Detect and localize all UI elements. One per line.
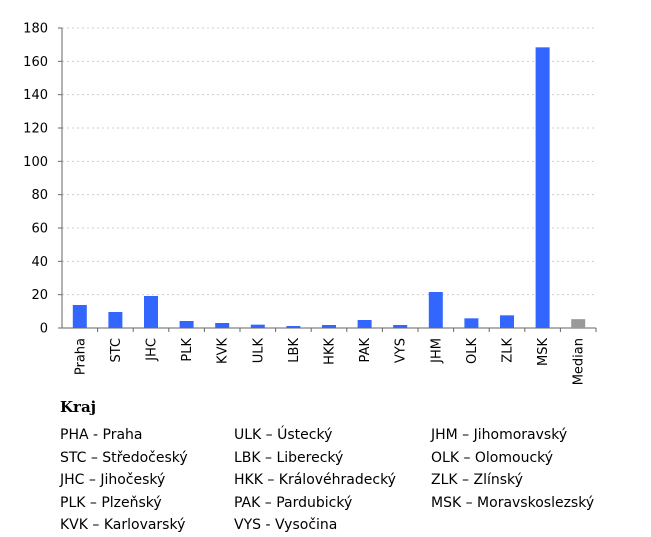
x-tick-label: PAK xyxy=(358,338,373,363)
bar xyxy=(250,324,265,328)
legend-item: MSK – Moravskoslezský xyxy=(431,494,595,511)
bar xyxy=(535,47,550,328)
x-tick-label: OLK xyxy=(465,338,480,364)
legend-column-3: JHM – Jihomoravský OLK – Olomoucký ZLK –… xyxy=(431,424,594,514)
x-tick-label: LBK xyxy=(287,338,302,363)
bar xyxy=(464,318,479,328)
x-tick-label: KVK xyxy=(216,338,231,364)
x-tick-label: HKK xyxy=(323,338,338,365)
legend-title: Kraj xyxy=(60,398,97,416)
bar xyxy=(215,323,230,328)
y-tick-label: 100 xyxy=(23,155,48,170)
bar xyxy=(500,315,514,328)
bar xyxy=(322,325,336,328)
x-tick-label: MSK xyxy=(536,338,551,366)
legend-item: VYS - Vysočina xyxy=(234,517,338,533)
y-tick-label: 120 xyxy=(23,122,48,137)
y-tick-label: 180 xyxy=(23,22,48,37)
legend-item: ZLK – Zlínský xyxy=(431,472,523,488)
x-tick-label: JHC xyxy=(145,338,160,362)
legend-item: JHM – Jihomoravský xyxy=(431,427,568,443)
bar xyxy=(357,320,372,328)
legend-column-1: PHA - Praha STC – Středočeský JHC – Jiho… xyxy=(60,424,188,537)
x-tick-label: Median xyxy=(572,338,587,385)
legend-item: KVK – Karlovarský xyxy=(60,517,186,533)
legend-item: LBK – Liberecký xyxy=(234,449,344,466)
x-tick-label: JHM xyxy=(429,338,444,364)
median-bar xyxy=(571,319,586,328)
bar xyxy=(72,305,87,328)
bar xyxy=(144,296,158,328)
y-tick-label: 60 xyxy=(31,222,48,237)
legend-item: ULK – Ústecký xyxy=(234,427,333,443)
x-tick-label: STC xyxy=(109,338,124,363)
legend-item: PAK – Pardubický xyxy=(234,494,353,511)
legend-item: PHA - Praha xyxy=(60,427,143,443)
bar xyxy=(179,321,194,328)
bar xyxy=(428,292,443,328)
legend-item: JHC – Jihočeský xyxy=(60,472,166,488)
legend-item: HKK – Královéhradecký xyxy=(234,472,396,488)
x-tick-label: VYS xyxy=(394,338,409,363)
y-tick-label: 20 xyxy=(31,288,48,303)
bar xyxy=(286,326,301,328)
x-tick-label: ZLK xyxy=(501,338,516,363)
legend-item: OLK – Olomoucký xyxy=(431,449,554,466)
bar xyxy=(108,312,123,328)
legend-column-2: ULK – Ústecký LBK – Liberecký HKK – Král… xyxy=(234,424,396,537)
bar xyxy=(393,325,408,328)
y-tick-label: 0 xyxy=(40,322,48,337)
legend-item: STC – Středočeský xyxy=(60,449,188,466)
y-tick-label: 160 xyxy=(23,55,48,70)
bar-chart: 0 20 40 60 80 100 120 140 160 180 Praha STC JHC PLK KV… xyxy=(23,22,597,385)
x-tick-label: ULK xyxy=(251,338,266,364)
y-tick-label: 80 xyxy=(31,188,48,203)
y-tick-label: 40 xyxy=(31,255,48,270)
x-tick-label: PLK xyxy=(180,338,195,362)
y-tick-label: 140 xyxy=(23,88,48,103)
x-tick-label: Praha xyxy=(73,338,88,375)
legend-item: PLK – Plzeňský xyxy=(60,494,162,511)
